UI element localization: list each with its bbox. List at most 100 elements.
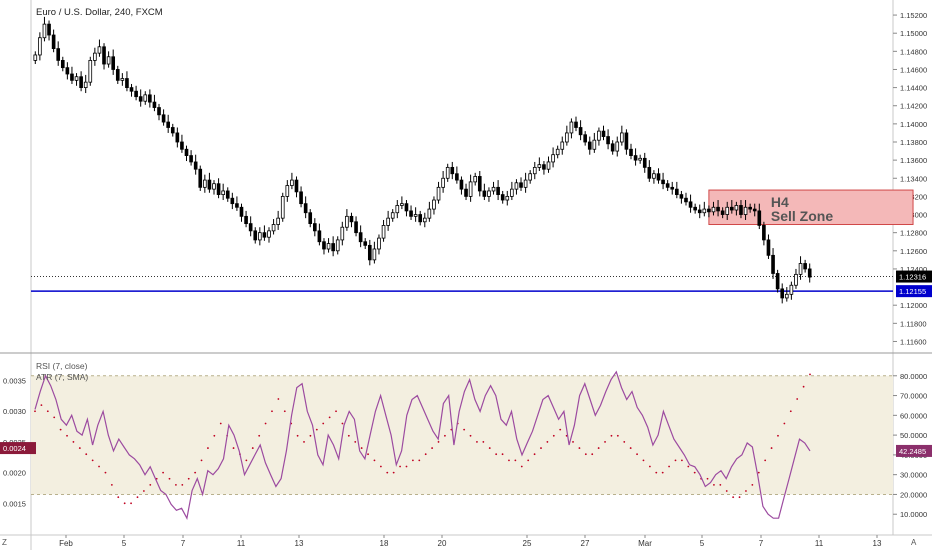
candle-body	[51, 34, 56, 50]
atr-point	[674, 459, 677, 462]
atr-point	[578, 447, 581, 449]
candle-body	[473, 176, 478, 183]
price-tick-label: 1.12600	[900, 247, 927, 256]
atr-point	[642, 459, 645, 462]
atr-point	[53, 416, 56, 419]
candle-body	[432, 199, 436, 210]
candle-body	[523, 179, 528, 188]
candle-body	[601, 130, 606, 137]
candle-body	[487, 190, 491, 197]
time-tick-label: 7	[759, 539, 764, 548]
candle-body	[88, 60, 93, 83]
atr-point	[713, 483, 715, 486]
atr-point	[392, 471, 395, 474]
atr-point	[296, 434, 299, 437]
candle-body	[707, 208, 711, 213]
candle-body	[537, 164, 542, 168]
atr-point	[668, 465, 670, 468]
atr-point	[738, 496, 741, 499]
candle-body	[157, 107, 161, 116]
atr-point	[725, 490, 728, 492]
atr-point	[789, 410, 792, 413]
candle-body	[780, 288, 785, 299]
atr-point	[78, 447, 81, 449]
atr-point	[431, 447, 434, 449]
candle-body	[152, 101, 157, 108]
candle-body	[739, 205, 743, 215]
rsi-band	[31, 375, 893, 495]
candle-body	[734, 205, 739, 211]
candle-body	[803, 263, 807, 270]
candle-body	[565, 132, 569, 143]
time-tick-label: 20	[438, 539, 447, 548]
atr-point	[315, 428, 318, 431]
rsi-tick-label: 30.0000	[900, 471, 927, 480]
candle-body	[138, 96, 143, 102]
candle-body	[221, 190, 225, 195]
candle-body	[551, 154, 555, 163]
candle-body	[111, 56, 116, 70]
time-axis: Feb 5 7 11 13 18 20 25 27 Mar 5 7 11 13	[59, 535, 882, 548]
atr-point	[495, 453, 498, 456]
price-tick-label: 1.12400	[900, 265, 927, 274]
atr-point	[283, 410, 286, 413]
candle-body	[757, 210, 762, 226]
candle-body	[47, 23, 51, 36]
candle-body	[395, 205, 400, 214]
atr-point	[405, 465, 408, 468]
atr-point	[373, 459, 376, 462]
candle-body	[729, 206, 734, 211]
candle-body	[312, 223, 317, 232]
atr-point	[175, 483, 177, 486]
atr-point	[328, 416, 331, 419]
sell-zone-label-2: Sell Zone	[771, 208, 833, 224]
candle-body	[235, 203, 239, 208]
candle-body	[450, 166, 455, 175]
atr-point	[745, 490, 747, 492]
price-tick-label: 1.14400	[900, 84, 927, 93]
atr-point	[367, 453, 369, 456]
candle-body	[789, 284, 794, 295]
candle-body	[693, 206, 697, 211]
candle-body	[560, 141, 565, 150]
candle-body	[725, 206, 730, 215]
atr-point	[136, 496, 139, 499]
candle-body	[771, 254, 775, 274]
atr-point	[687, 465, 690, 468]
atr-point	[463, 428, 466, 431]
atr-point	[469, 434, 472, 437]
candle-body	[184, 148, 189, 156]
candle-body	[633, 155, 638, 161]
time-tick-label: 13	[873, 539, 882, 548]
candle-body	[459, 179, 464, 190]
candle-body	[720, 210, 725, 215]
candle-body	[148, 94, 152, 103]
price-tick-label: 1.11600	[900, 337, 927, 346]
candle-body	[413, 214, 418, 217]
atr-point	[66, 434, 68, 437]
candle-body	[377, 237, 381, 250]
candle-body	[748, 206, 752, 210]
price-tick-label: 1.11800	[900, 319, 927, 328]
right-corner-label: A	[911, 538, 917, 547]
candle-body	[404, 203, 409, 212]
atr-point	[527, 459, 530, 462]
candle-body	[367, 244, 372, 261]
candle-body	[482, 190, 487, 197]
atr-point	[559, 428, 562, 431]
axis-badges: 1.12316 1.12155 42.2485 0.0024	[0, 270, 932, 457]
candle-body	[743, 206, 748, 215]
atr-point	[719, 483, 722, 486]
candle-body	[427, 208, 432, 219]
candle-body	[161, 114, 166, 123]
candle-body	[794, 273, 798, 286]
candle-body	[303, 203, 308, 214]
time-tick-label: 27	[581, 539, 590, 548]
candle-body	[624, 132, 629, 150]
time-tick-label: 7	[181, 539, 186, 548]
candle-body	[610, 143, 615, 152]
candle-body	[514, 182, 519, 190]
atr-point	[354, 441, 357, 443]
candle-body	[129, 87, 134, 92]
candle-body	[542, 164, 546, 170]
